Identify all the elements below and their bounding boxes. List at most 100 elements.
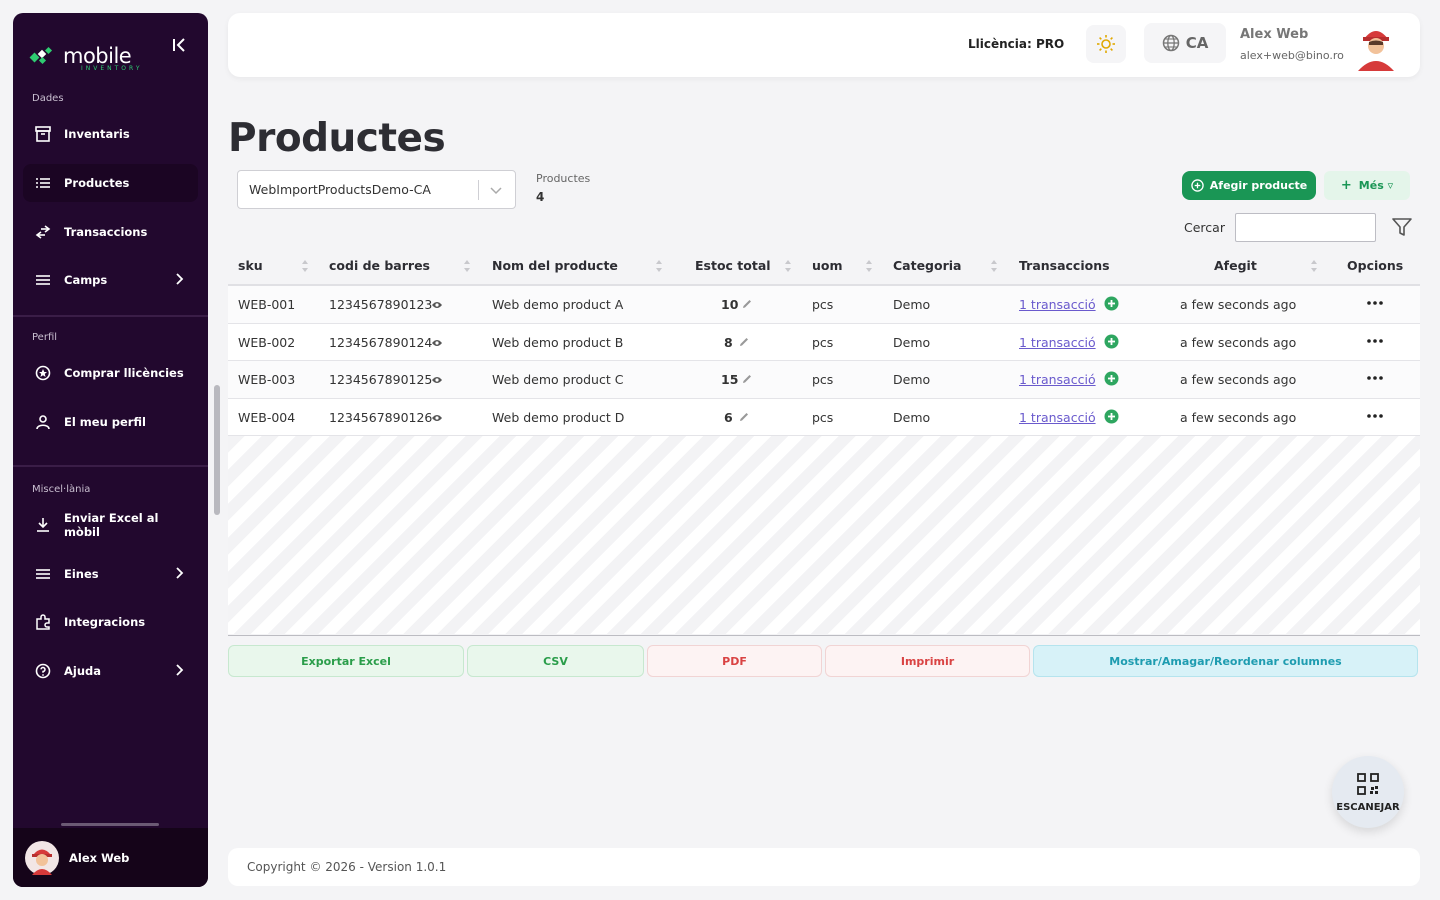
column-header-total-stock[interactable]: Estoc total: [695, 258, 771, 273]
eye-icon[interactable]: [431, 338, 443, 348]
add-product-button[interactable]: Afegir producte: [1182, 171, 1316, 200]
more-label: Més ▿: [1358, 179, 1394, 192]
user-name[interactable]: Alex Web: [1240, 27, 1309, 42]
sort-icon[interactable]: [463, 259, 471, 273]
top-bar: Llicència: PRO CA Alex Web alex+web@bino…: [228, 13, 1420, 77]
cell-product-name: Web demo product C: [492, 372, 624, 387]
table-row[interactable]: WEB-001 1234567890123 Web demo product A…: [228, 286, 1420, 324]
cell-stock: 8: [724, 334, 733, 350]
transactions-link[interactable]: 1 transacció: [1019, 297, 1096, 312]
qr-code-icon: [1357, 772, 1379, 795]
more-button[interactable]: + Més ▿: [1324, 171, 1410, 200]
more-options-icon[interactable]: [1365, 295, 1385, 311]
section-label-data: Dades: [32, 93, 64, 104]
sidebar-item-inventories[interactable]: Inventaris: [23, 115, 198, 153]
add-transaction-icon[interactable]: [1104, 371, 1119, 386]
sort-icon[interactable]: [301, 259, 309, 273]
section-label-misc: Miscel·lània: [32, 484, 91, 495]
scan-button[interactable]: ESCANEJAR: [1332, 756, 1404, 828]
column-header-product-name[interactable]: Nom del producte: [492, 258, 618, 273]
table-row[interactable]: WEB-004 1234567890126 Web demo product D…: [228, 398, 1420, 436]
sidebar-item-label: Integracions: [64, 615, 146, 629]
eye-icon[interactable]: [431, 413, 443, 423]
table-row[interactable]: WEB-003 1234567890125 Web demo product C…: [228, 361, 1420, 399]
pencil-icon[interactable]: [738, 411, 750, 423]
cell-stock: 15: [721, 372, 739, 387]
page-scrollbar[interactable]: [214, 385, 220, 515]
table-body: WEB-001 1234567890123 Web demo product A…: [228, 286, 1420, 436]
sort-icon[interactable]: [990, 259, 998, 273]
collapse-sidebar-icon[interactable]: [170, 35, 190, 55]
more-options-icon[interactable]: [1365, 370, 1385, 386]
sidebar-user[interactable]: Alex Web: [13, 828, 208, 887]
sidebar-item-integrations[interactable]: Integracions: [23, 603, 198, 641]
sidebar-item-tools[interactable]: Eines: [23, 555, 198, 593]
sidebar-item-transactions[interactable]: Transaccions: [23, 213, 198, 251]
globe-icon: [1162, 34, 1179, 52]
sidebar-item-products[interactable]: Productes: [23, 164, 198, 202]
cell-category: Demo: [893, 297, 931, 312]
product-list-select[interactable]: WebImportProductsDemo-CA: [237, 170, 516, 209]
eye-icon[interactable]: [431, 300, 443, 310]
add-transaction-icon[interactable]: [1104, 296, 1119, 311]
add-transaction-icon[interactable]: [1104, 409, 1119, 424]
sidebar-item-fields[interactable]: Camps: [23, 261, 198, 299]
sidebar-item-help[interactable]: Ajuda: [23, 652, 198, 690]
sidebar-item-buy-licenses[interactable]: Comprar llicències: [23, 354, 198, 392]
column-header-category[interactable]: Categoria: [893, 258, 962, 273]
products-table: sku codi de barres Nom del producte Esto…: [228, 248, 1420, 436]
sidebar-item-label: Inventaris: [64, 127, 130, 141]
export-excel-button[interactable]: Exportar Excel: [228, 645, 464, 677]
logo-subtitle: INVENTORY: [81, 65, 143, 72]
add-transaction-icon[interactable]: [1104, 334, 1119, 349]
eye-icon[interactable]: [431, 375, 443, 385]
pencil-icon[interactable]: [741, 373, 753, 385]
sidebar-item-label: Camps: [64, 273, 108, 287]
column-header-sku[interactable]: sku: [238, 258, 263, 273]
column-header-uom[interactable]: uom: [812, 258, 843, 273]
table-row[interactable]: WEB-002 1234567890124 Web demo product B…: [228, 323, 1420, 361]
cell-category: Demo: [893, 334, 931, 350]
chevron-right-icon: [176, 567, 184, 579]
cell-uom: pcs: [812, 297, 834, 312]
filter-icon[interactable]: [1391, 216, 1413, 238]
column-header-transactions: Transaccions: [1019, 258, 1110, 273]
more-options-icon[interactable]: [1365, 333, 1385, 349]
avatar[interactable]: [1354, 23, 1398, 71]
column-header-added[interactable]: Afegit: [1214, 258, 1257, 273]
more-options-icon[interactable]: [1365, 408, 1385, 424]
pencil-icon[interactable]: [741, 298, 753, 310]
page-title: Productes: [228, 116, 446, 161]
search-label: Cercar: [1184, 220, 1225, 235]
language-selector[interactable]: CA: [1144, 23, 1226, 63]
transactions-link[interactable]: 1 transacció: [1019, 409, 1096, 425]
cell-added: a few seconds ago: [1180, 334, 1297, 350]
columns-visibility-button[interactable]: Mostrar/Amagar/Reordenar columnes: [1033, 645, 1418, 677]
column-header-barcode[interactable]: codi de barres: [329, 258, 430, 273]
sort-icon[interactable]: [1310, 259, 1318, 273]
cell-sku: WEB-001: [238, 297, 296, 312]
selected-list-value: WebImportProductsDemo-CA: [249, 182, 431, 197]
transactions-link[interactable]: 1 transacció: [1019, 372, 1096, 387]
user-email: alex+web@bino.ro: [1240, 49, 1344, 62]
copyright-text: Copyright © 2026 - Version 1.0.1: [247, 860, 447, 874]
export-pdf-button[interactable]: PDF: [647, 645, 822, 677]
sidebar-scrollbar[interactable]: [61, 823, 159, 826]
cell-barcode: 1234567890125: [329, 372, 433, 387]
cell-added: a few seconds ago: [1180, 409, 1297, 425]
sidebar-item-send-excel[interactable]: Enviar Excel al mòbil: [23, 506, 198, 544]
sort-icon[interactable]: [784, 259, 792, 273]
app-logo[interactable]: mobile INVENTORY: [29, 41, 139, 72]
table-empty-area: [228, 436, 1420, 634]
pencil-icon[interactable]: [738, 336, 750, 348]
sort-icon[interactable]: [655, 259, 663, 273]
theme-toggle-button[interactable]: [1086, 25, 1126, 63]
products-count-label: Productes: [536, 172, 591, 185]
print-button[interactable]: Imprimir: [825, 645, 1030, 677]
export-csv-button[interactable]: CSV: [467, 645, 644, 677]
table-header: sku codi de barres Nom del producte Esto…: [228, 248, 1420, 286]
sort-icon[interactable]: [865, 259, 873, 273]
sidebar-item-my-profile[interactable]: El meu perfil: [23, 403, 198, 441]
search-input[interactable]: [1235, 213, 1376, 242]
transactions-link[interactable]: 1 transacció: [1019, 334, 1096, 350]
